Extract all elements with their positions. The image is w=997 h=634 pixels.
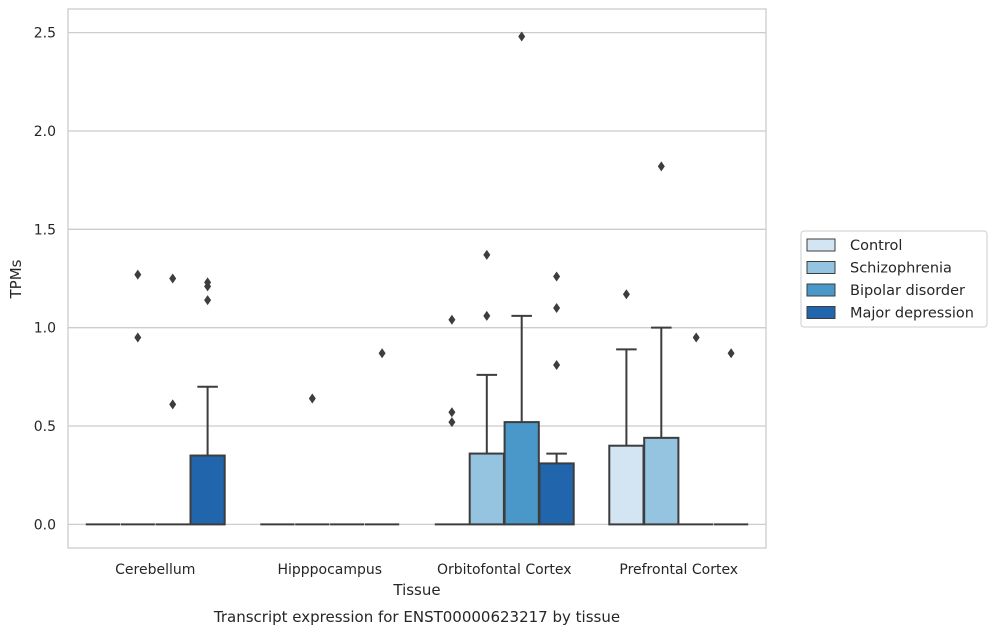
y-tick-label: 1.5: [34, 222, 56, 238]
chart-caption: Transcript expression for ENST0000062321…: [213, 608, 620, 626]
y-tick-label: 1.0: [34, 321, 56, 337]
box: [468, 452, 505, 526]
outlier-point: [378, 348, 386, 359]
x-tick-label: Hipppocampus: [277, 562, 382, 578]
outlier-point: [483, 249, 491, 260]
legend-swatch: [806, 306, 836, 319]
box: [643, 436, 680, 526]
outlier-point: [553, 271, 561, 282]
legend-swatch: [806, 283, 836, 297]
x-tick-label: Orbitofontal Cortex: [437, 562, 572, 578]
legend-swatch: [806, 261, 836, 274]
outlier-point: [553, 303, 561, 314]
outlier-point: [448, 417, 456, 428]
legend-label: Control: [850, 238, 902, 254]
outlier-point: [134, 269, 142, 280]
outlier-point: [483, 310, 491, 321]
legend-label: Bipolar disorder: [850, 283, 965, 299]
legend: Control Schizophrenia Bipolar disorder Majo…: [800, 230, 988, 328]
outlier-point: [448, 314, 456, 325]
legend-frame: [800, 230, 988, 328]
outlier-point: [204, 277, 212, 288]
outlier-point: [448, 407, 456, 418]
y-tick-labels: 0.0 0.5 1.0 1.5 2.0 2.5: [34, 26, 56, 534]
box: [608, 444, 645, 526]
box: [503, 421, 540, 526]
outlier-point: [308, 393, 316, 404]
outlier-point: [622, 289, 630, 300]
outlier-point: [518, 31, 526, 42]
outlier-point: [204, 295, 212, 306]
outlier-point: [134, 332, 142, 343]
outlier-point: [169, 399, 177, 410]
box: [538, 462, 575, 526]
outlier-point: [657, 161, 665, 172]
y-tick-label: 2.0: [34, 124, 56, 140]
outlier-point: [169, 273, 177, 284]
y-axis-label: TPMs: [7, 259, 25, 299]
outlier-point: [692, 332, 700, 343]
y-tick-label: 0.0: [34, 517, 56, 533]
x-tick-label: Cerebellum: [115, 562, 195, 578]
outlier-point: [553, 360, 561, 371]
x-tick-labels: Cerebellum Hipppocampus Orbitofontal Corte…: [115, 562, 738, 578]
legend-label: Schizophrenia: [850, 261, 952, 277]
y-tick-label: 0.5: [34, 419, 56, 435]
x-tick-label: Prefrontal Cortex: [619, 562, 738, 578]
outlier-point: [727, 348, 735, 359]
legend-label: Major depression: [850, 306, 974, 322]
box: [189, 454, 226, 526]
plot-frame: [67, 8, 767, 549]
legend-swatch: [806, 238, 836, 252]
y-tick-label: 2.5: [34, 26, 56, 42]
box-series-group: [85, 31, 749, 526]
x-axis-label: Tissue: [392, 581, 440, 599]
